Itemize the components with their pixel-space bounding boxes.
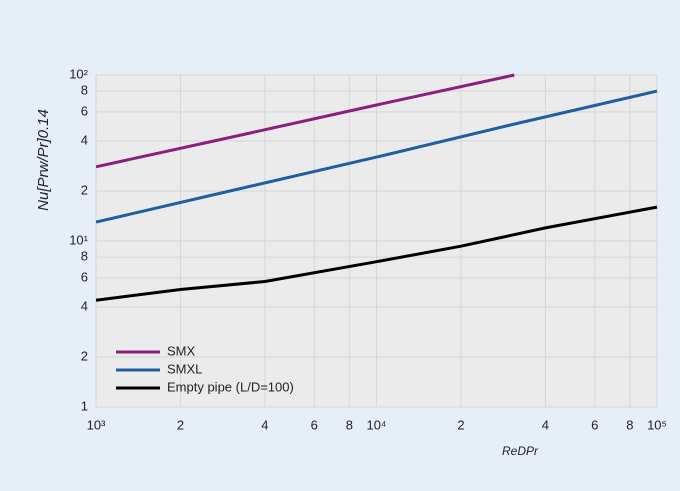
x-axis-label: ReDPr <box>502 444 539 458</box>
x-tick-label: 4 <box>261 417 268 432</box>
legend-label: Empty pipe (L/D=100) <box>167 379 294 394</box>
y-tick-label: 6 <box>81 103 88 118</box>
legend-label: SMX <box>167 343 196 358</box>
series-line <box>95 73 515 169</box>
y-tick-label: 2 <box>81 348 88 363</box>
y-tick-label: 10² <box>69 66 88 81</box>
y-tick-label: 10¹ <box>69 232 88 247</box>
series-line <box>95 89 658 224</box>
y-tick-label: 8 <box>81 249 88 264</box>
legend-label: SMXL <box>167 361 202 376</box>
x-tick-label: 8 <box>626 417 633 432</box>
x-tick-label: 6 <box>311 417 318 432</box>
y-tick-label: 6 <box>81 269 88 284</box>
x-tick-label: 10³ <box>87 417 106 432</box>
x-tick-label: 10⁵ <box>647 417 667 432</box>
x-tick-label: 2 <box>457 417 464 432</box>
y-tick-label: 2 <box>81 182 88 197</box>
y-axis-label: Nu[Prw/Pr]0.14 <box>35 109 52 211</box>
y-tick-label: 4 <box>81 298 88 313</box>
x-tick-label: 10⁴ <box>366 417 386 432</box>
x-tick-label: 2 <box>177 417 184 432</box>
y-tick-label: 4 <box>81 132 88 147</box>
x-tick-label: 8 <box>346 417 353 432</box>
x-tick-label: 4 <box>542 417 549 432</box>
series-line <box>95 205 658 302</box>
y-tick-label: 1 <box>81 398 88 413</box>
x-tick-label: 6 <box>591 417 598 432</box>
y-tick-label: 8 <box>81 83 88 98</box>
